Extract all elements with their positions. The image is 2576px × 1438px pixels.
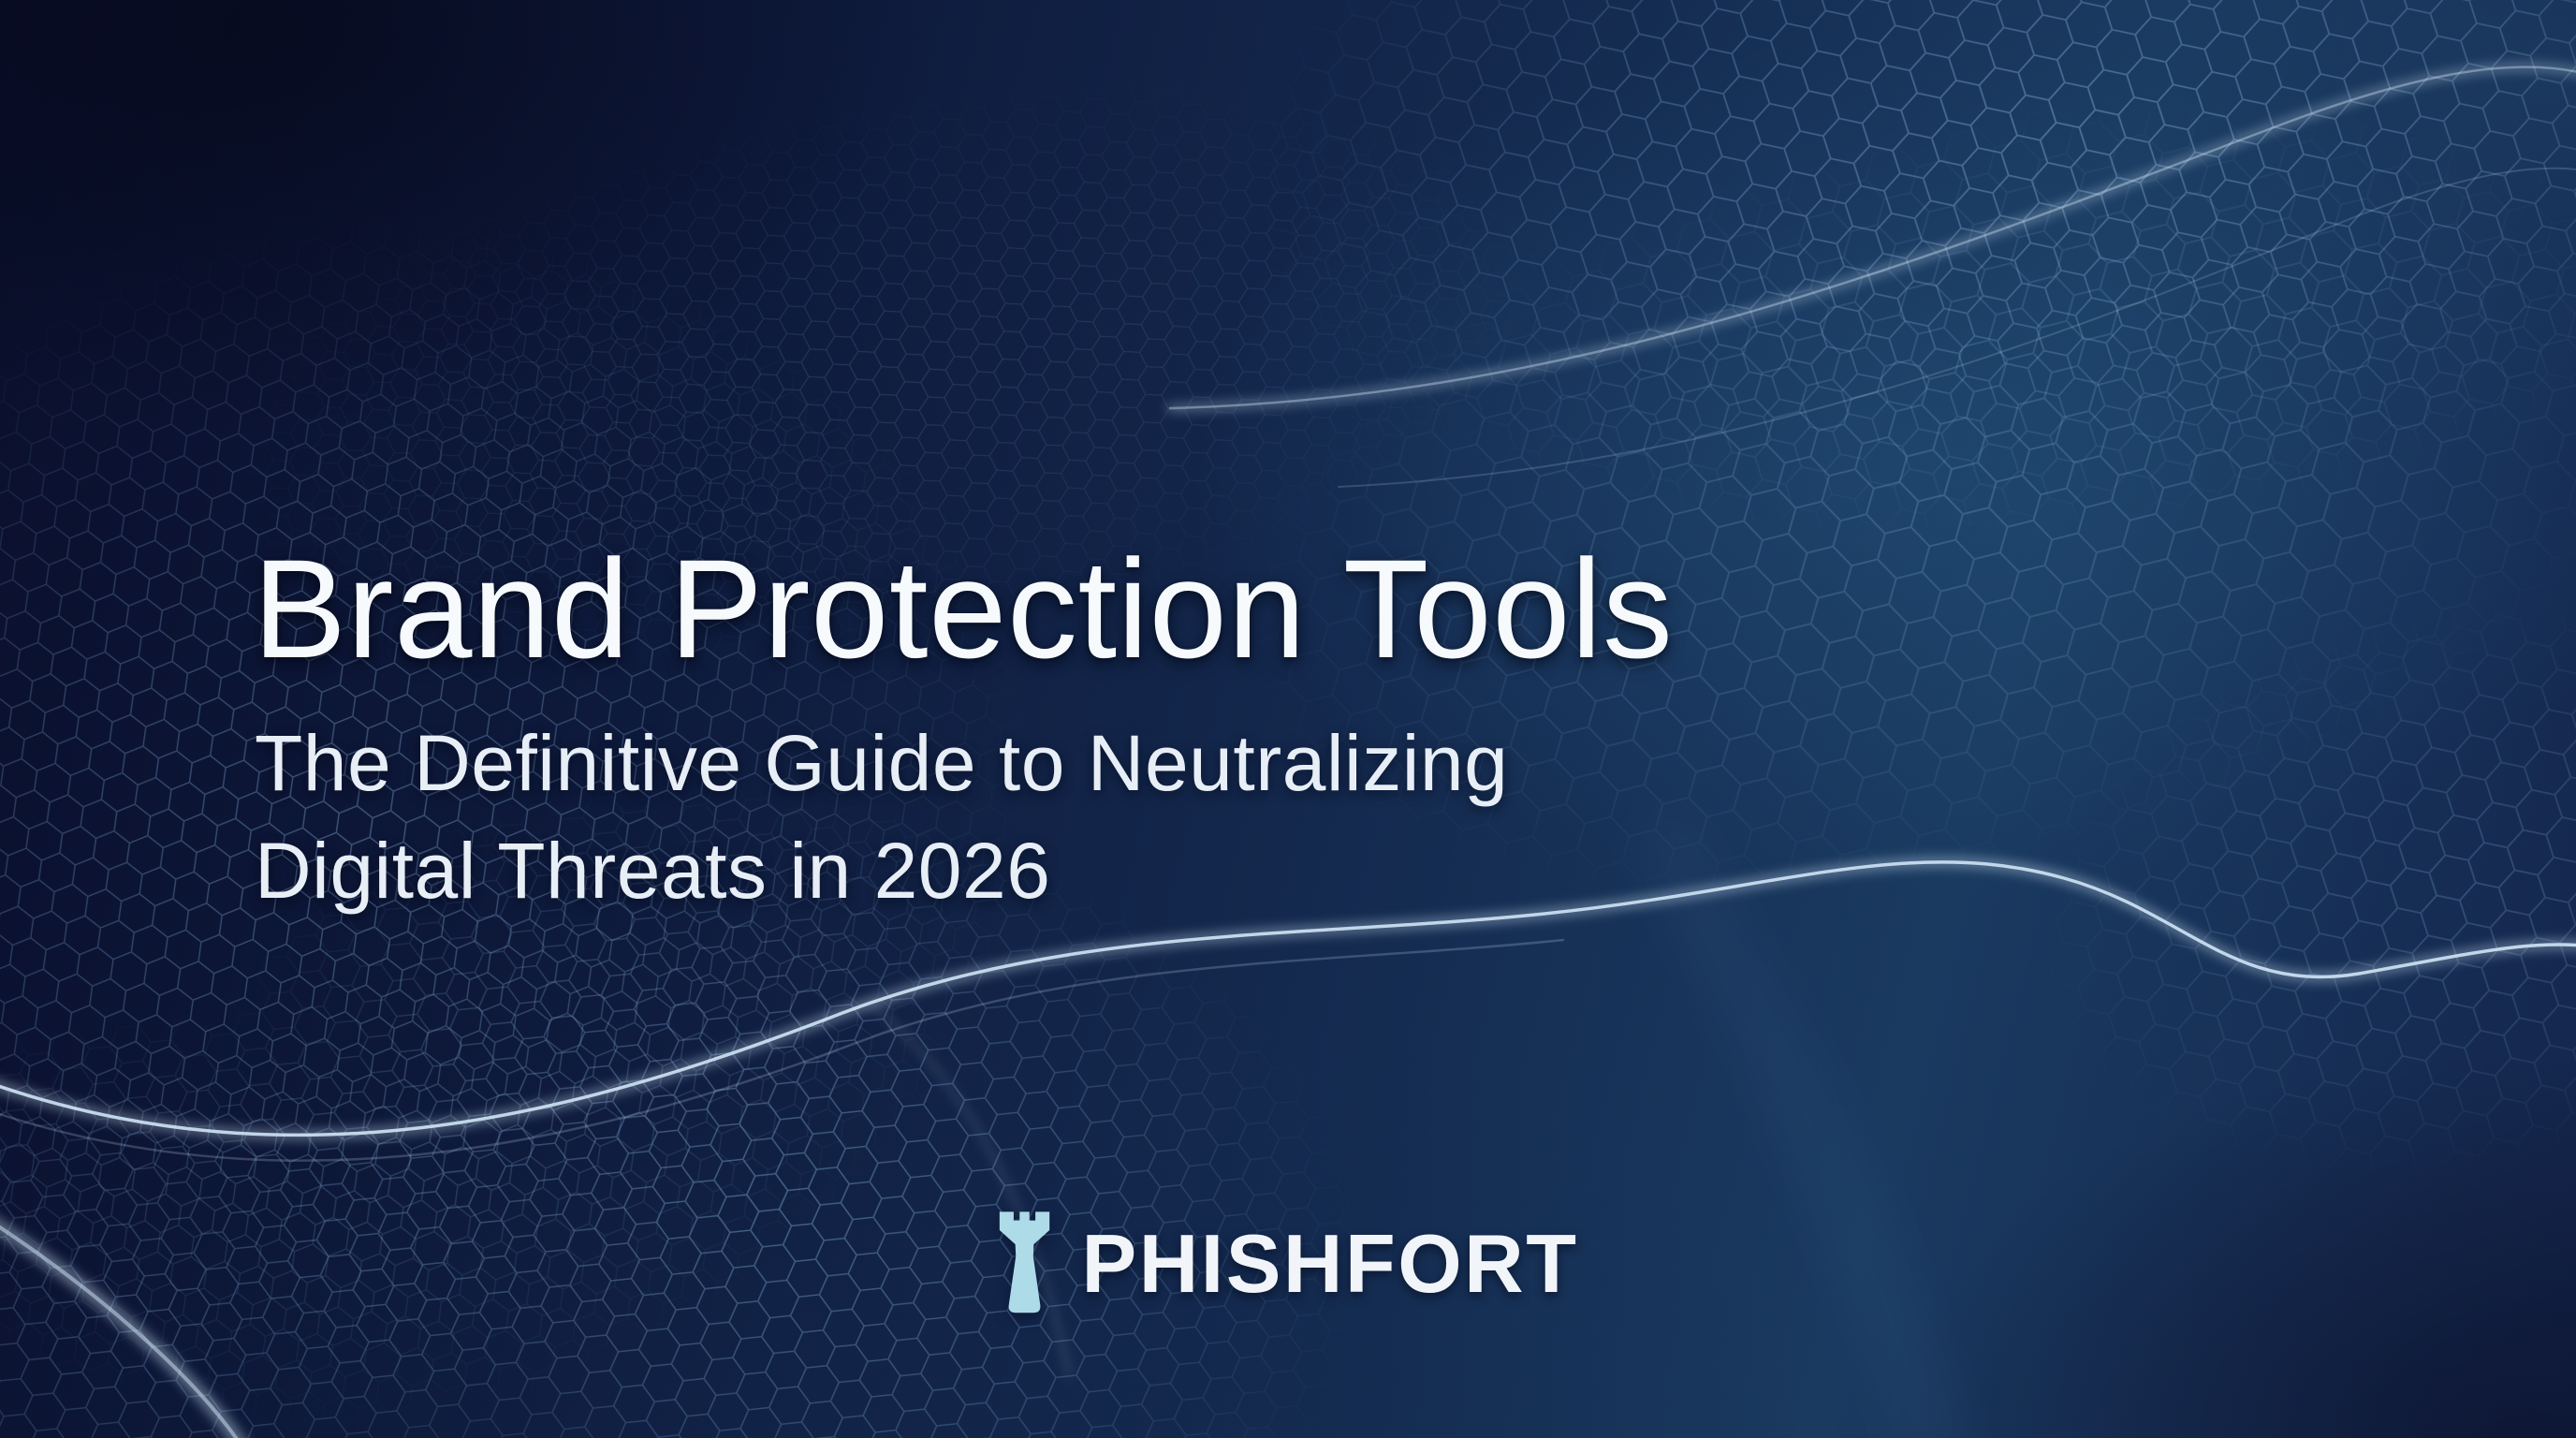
page-title: Brand Protection Tools: [253, 530, 1674, 687]
rook-tower-icon: [999, 1211, 1050, 1313]
page-subtitle: The Definitive Guide to Neutralizing Digi…: [255, 710, 1508, 925]
brand-name: PHISHFORT: [1081, 1216, 1579, 1310]
subtitle-line-1: The Definitive Guide to Neutralizing: [255, 719, 1509, 807]
subtitle-line-2: Digital Threats in 2026: [255, 827, 1051, 915]
phishfort-logo: PHISHFORT: [998, 1210, 1579, 1317]
